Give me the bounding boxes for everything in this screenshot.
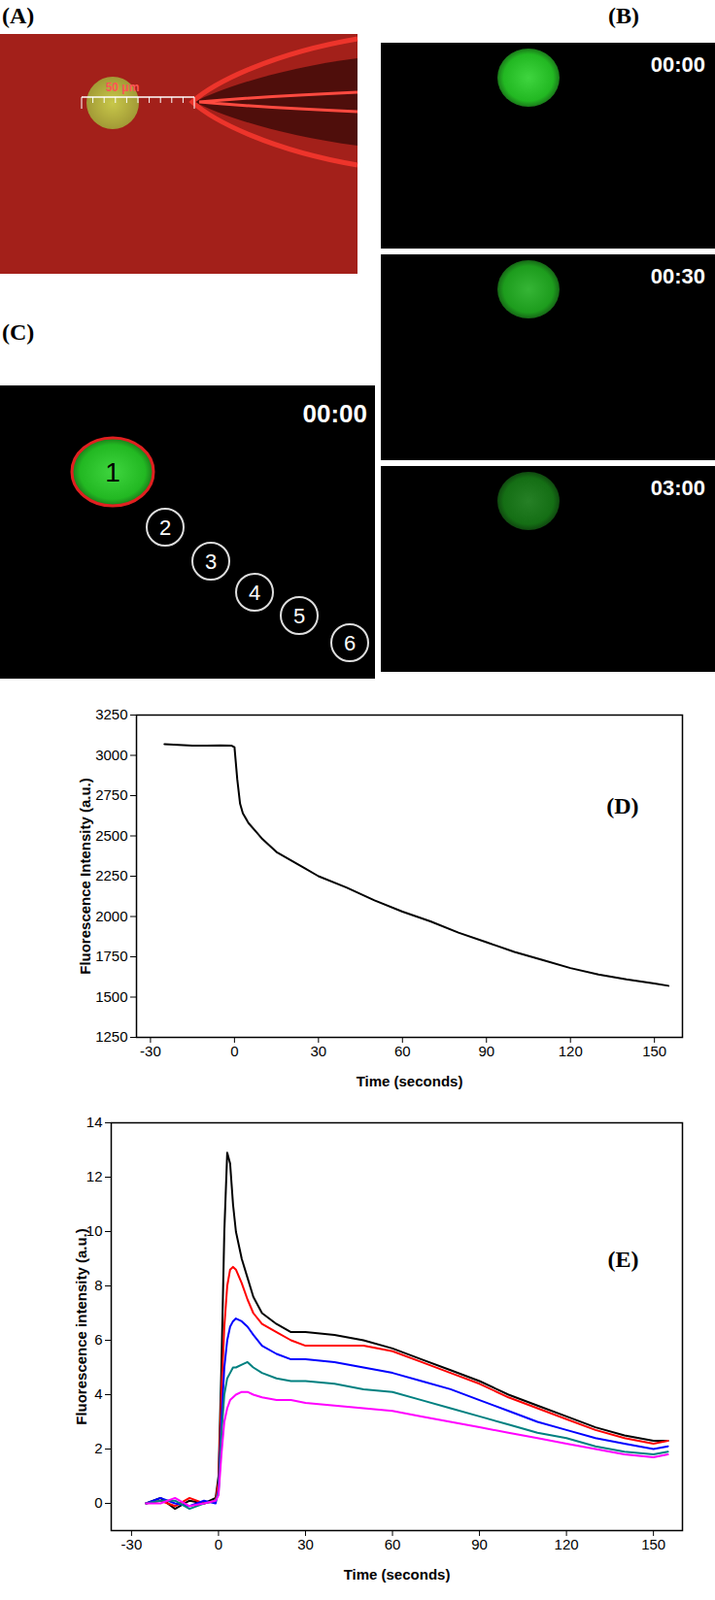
svg-text:8: 8 bbox=[94, 1277, 103, 1294]
svg-text:150: 150 bbox=[642, 1043, 667, 1060]
svg-text:0: 0 bbox=[230, 1043, 239, 1060]
svg-text:2750: 2750 bbox=[95, 786, 128, 804]
svg-text:-30: -30 bbox=[139, 1043, 162, 1060]
svg-text:12: 12 bbox=[86, 1168, 103, 1186]
svg-text:120: 120 bbox=[554, 1536, 579, 1554]
svg-text:00:00: 00:00 bbox=[650, 52, 706, 77]
svg-text:3000: 3000 bbox=[95, 747, 128, 764]
svg-text:150: 150 bbox=[641, 1536, 666, 1554]
svg-text:(C): (C) bbox=[1, 319, 35, 345]
svg-text:2: 2 bbox=[94, 1440, 103, 1458]
svg-text:6: 6 bbox=[343, 631, 356, 656]
svg-text:90: 90 bbox=[471, 1536, 488, 1554]
svg-text:60: 60 bbox=[394, 1043, 411, 1060]
svg-text:3250: 3250 bbox=[95, 706, 128, 723]
svg-text:Time (seconds): Time (seconds) bbox=[356, 1073, 464, 1090]
svg-text:30: 30 bbox=[309, 1043, 327, 1060]
svg-text:4: 4 bbox=[248, 580, 261, 606]
svg-text:Fluorescence intensity (a.u.): Fluorescence intensity (a.u.) bbox=[72, 1228, 90, 1427]
svg-text:30: 30 bbox=[297, 1536, 314, 1554]
svg-text:2250: 2250 bbox=[95, 867, 128, 885]
svg-text:14: 14 bbox=[86, 1114, 103, 1131]
svg-text:00:00: 00:00 bbox=[303, 399, 369, 429]
svg-text:2000: 2000 bbox=[95, 908, 128, 925]
svg-text:2500: 2500 bbox=[95, 827, 128, 845]
svg-text:0: 0 bbox=[214, 1536, 223, 1554]
svg-text:Fluorescence Intensity (a.u.): Fluorescence Intensity (a.u.) bbox=[76, 778, 94, 976]
svg-text:1500: 1500 bbox=[95, 988, 128, 1006]
svg-text:120: 120 bbox=[558, 1043, 583, 1060]
svg-text:50 μm: 50 μm bbox=[105, 80, 140, 95]
svg-text:Time (seconds): Time (seconds) bbox=[343, 1566, 451, 1584]
svg-text:1250: 1250 bbox=[95, 1028, 128, 1046]
svg-text:0: 0 bbox=[94, 1495, 103, 1512]
svg-text:-30: -30 bbox=[121, 1536, 143, 1554]
svg-text:90: 90 bbox=[477, 1043, 495, 1060]
svg-text:5: 5 bbox=[293, 604, 306, 629]
svg-text:4: 4 bbox=[94, 1386, 103, 1403]
svg-text:(B): (B) bbox=[608, 2, 640, 29]
svg-text:60: 60 bbox=[384, 1536, 402, 1554]
svg-text:3: 3 bbox=[204, 549, 217, 575]
svg-text:6: 6 bbox=[94, 1331, 103, 1349]
svg-text:(A): (A) bbox=[1, 2, 35, 29]
svg-text:1750: 1750 bbox=[95, 948, 128, 965]
svg-text:2: 2 bbox=[159, 515, 171, 541]
svg-text:1: 1 bbox=[104, 457, 121, 488]
svg-text:03:00: 03:00 bbox=[650, 476, 706, 501]
svg-text:10: 10 bbox=[86, 1223, 103, 1240]
svg-text:00:30: 00:30 bbox=[650, 264, 706, 289]
svg-text:(E): (E) bbox=[608, 1247, 640, 1273]
svg-text:(D): (D) bbox=[606, 793, 639, 819]
